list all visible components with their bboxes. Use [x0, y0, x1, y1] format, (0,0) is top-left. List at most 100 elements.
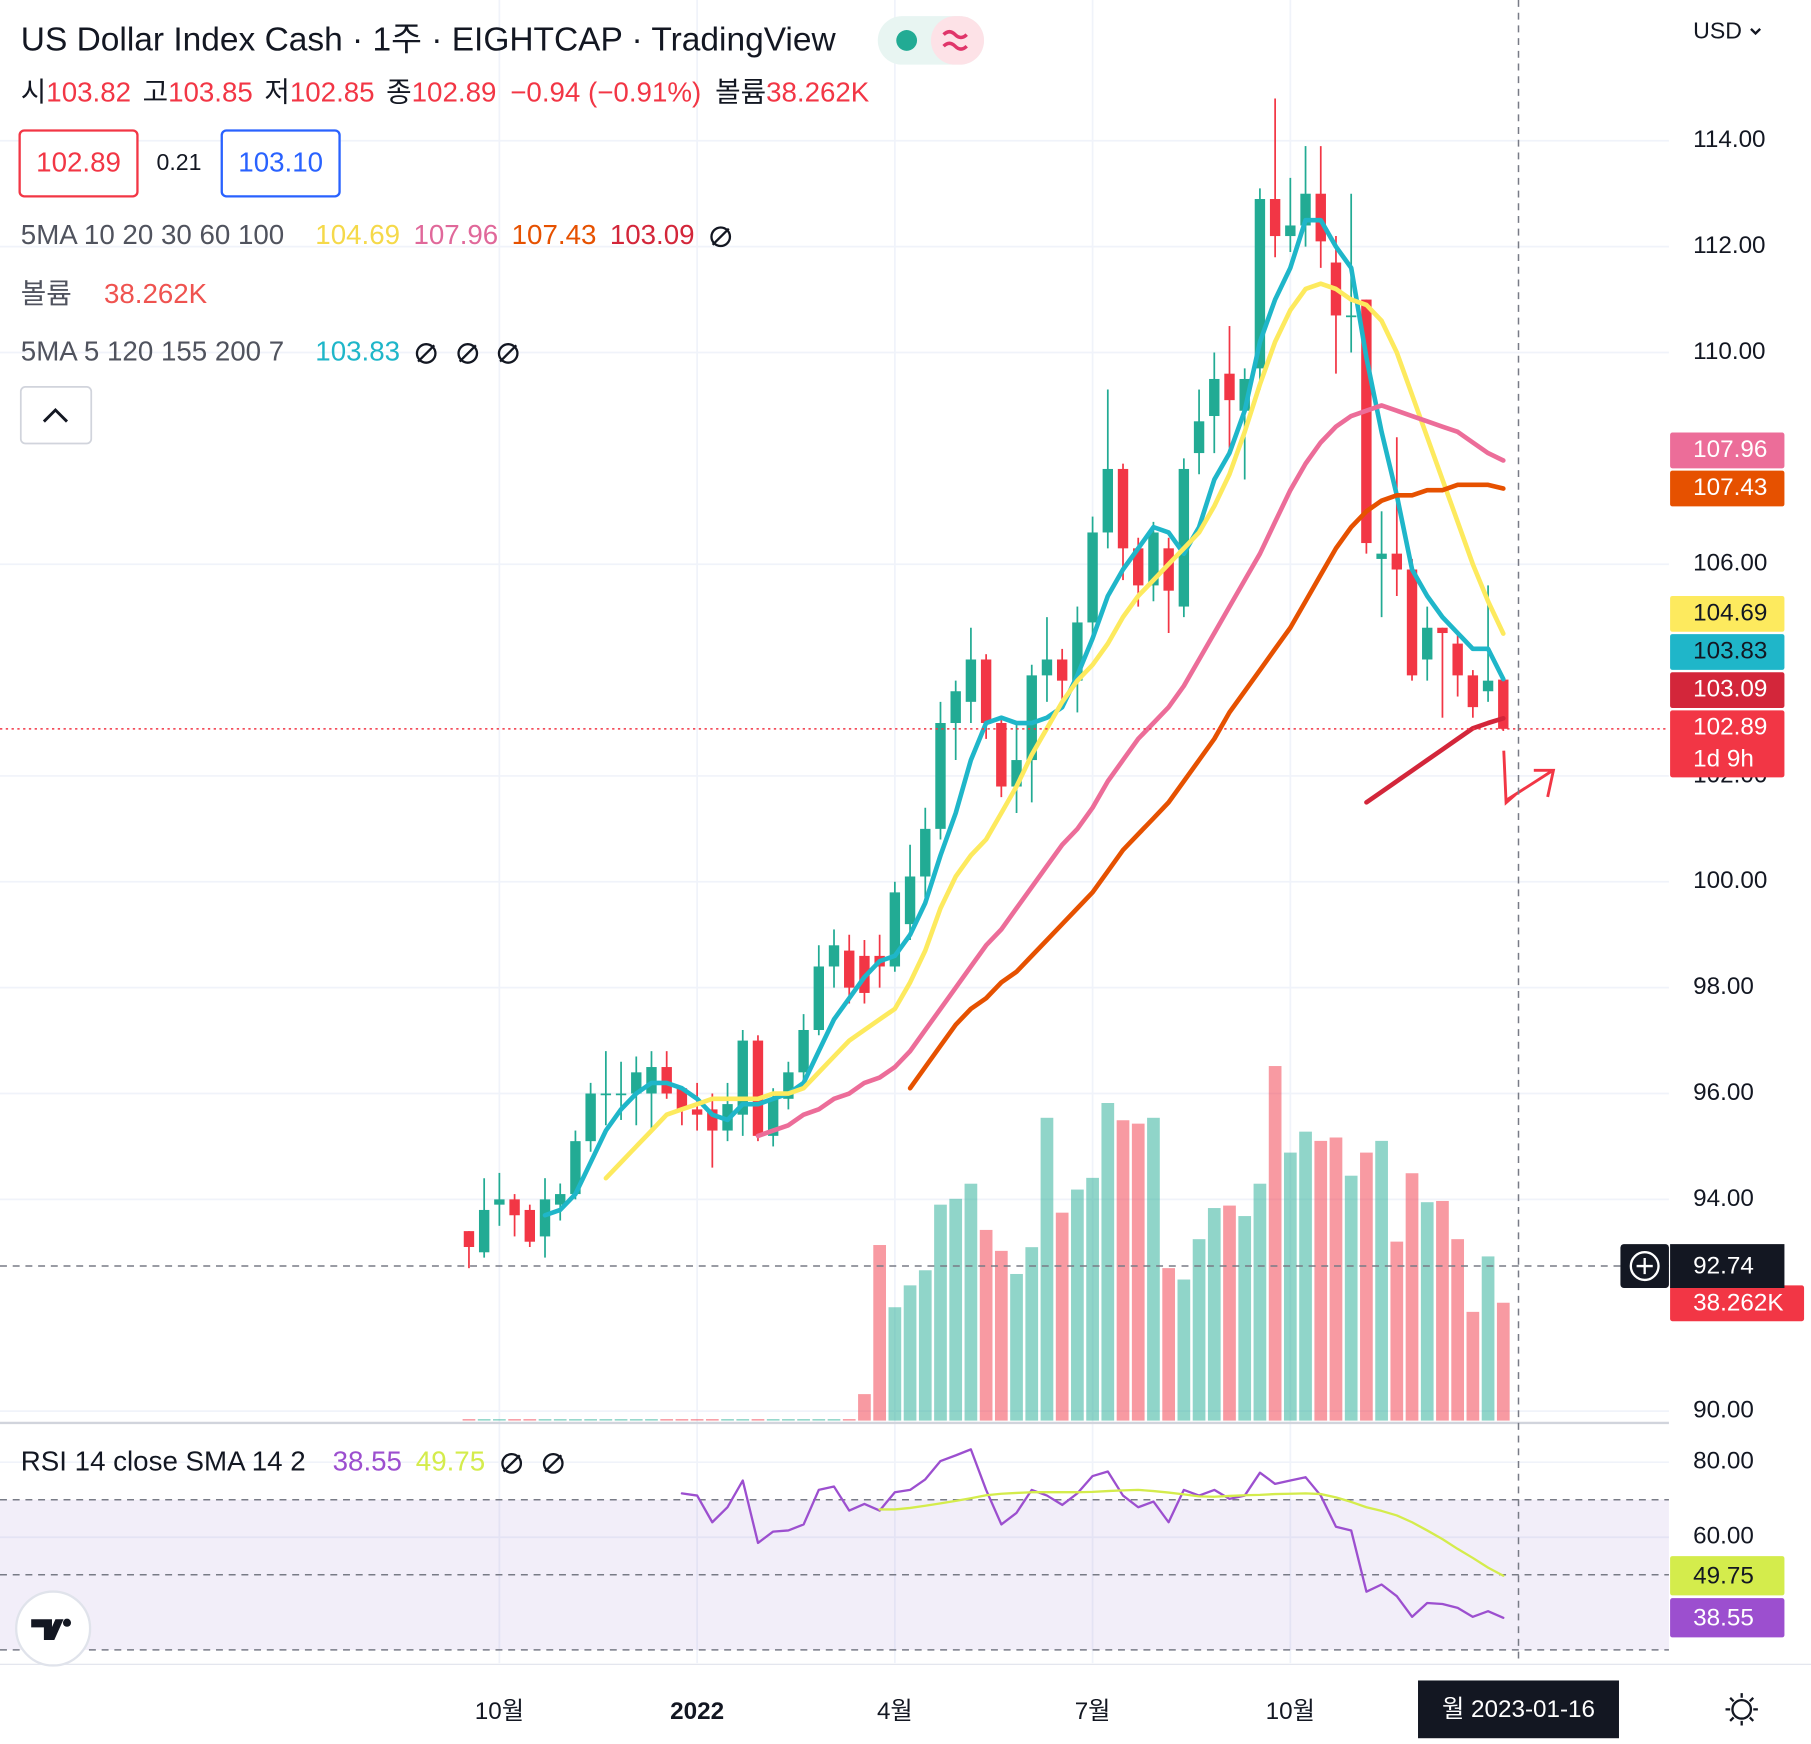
volume-bar — [462, 1419, 476, 1421]
volume-bar — [1131, 1123, 1145, 1421]
x-tick-label: 10월 — [1266, 1698, 1315, 1725]
price-badge — [1670, 470, 1785, 507]
volume-bar — [538, 1419, 552, 1421]
hidden-icon-slash — [502, 1454, 521, 1473]
candle-body — [463, 1231, 475, 1248]
candle-body — [707, 1109, 718, 1131]
indicator-value: 104.69 — [315, 219, 400, 250]
currency[interactable]: USD — [1693, 17, 1742, 43]
bid: 102.89 — [36, 146, 121, 177]
candle-body — [828, 945, 840, 967]
volume-bar — [1147, 1117, 1160, 1421]
candle-body — [1133, 548, 1144, 586]
hidden-icon[interactable] — [415, 343, 437, 364]
candle-body — [737, 1040, 748, 1115]
volume-bar — [721, 1419, 734, 1421]
indicator-value: 103.83 — [315, 336, 400, 367]
candle-body — [935, 723, 946, 829]
quote-boxes: 102.89 0.21 103.10 — [18, 129, 341, 198]
volume-bar — [1481, 1256, 1495, 1421]
candle-body — [813, 966, 824, 1030]
collapse-box[interactable] — [19, 386, 93, 445]
hidden-icons — [415, 226, 732, 1474]
price-badge-label: 103.83 — [1693, 637, 1767, 664]
volume-bar — [1314, 1140, 1328, 1421]
candle-body — [1102, 468, 1114, 533]
candle-body — [752, 1040, 764, 1136]
candle-body — [1148, 532, 1159, 586]
ohlc-label: 저 — [264, 77, 290, 108]
volume-bar — [1360, 1152, 1373, 1421]
rsi-tick-label: 60.00 — [1693, 1523, 1754, 1550]
candle-body — [1193, 421, 1205, 454]
ask-box[interactable] — [220, 129, 341, 198]
candle-body — [904, 876, 916, 925]
volume-bar — [493, 1419, 506, 1421]
drawn-arrow — [1502, 750, 1556, 806]
volume-bar — [1466, 1311, 1480, 1421]
indicator-value: 103.09 — [610, 219, 695, 250]
rsi-badge — [1670, 1598, 1785, 1638]
rsi-legend: RSI 14 close SMA 14 2 — [21, 1446, 306, 1477]
price-badge-label: 102.89 — [1693, 714, 1767, 741]
volume-bar — [1496, 1302, 1510, 1421]
volume-bar — [690, 1419, 704, 1421]
bid-box[interactable] — [18, 129, 139, 198]
y-tick-label: 112.00 — [1693, 232, 1765, 259]
volume-bar — [569, 1419, 582, 1421]
candle-body — [1498, 679, 1509, 729]
marks — [462, 98, 1510, 1619]
candle-body — [844, 950, 855, 988]
volume-bar — [782, 1419, 795, 1421]
volume-badge — [1670, 1285, 1805, 1322]
rsi-tick-label: 80.00 — [1693, 1448, 1754, 1475]
delay-icon — [942, 30, 968, 51]
volume-bar — [858, 1394, 871, 1421]
y-tick-label: 106.00 — [1693, 550, 1767, 577]
hidden-icon[interactable] — [457, 343, 479, 364]
candle-body — [1011, 760, 1022, 787]
hidden-icon[interactable] — [710, 226, 732, 248]
volume-bar — [873, 1245, 886, 1421]
settings-icon[interactable] — [1725, 1693, 1758, 1726]
logo[interactable] — [15, 1590, 92, 1667]
rsi-line — [680, 1448, 1505, 1619]
volume-bar — [812, 1419, 826, 1421]
volume-bar — [553, 1419, 567, 1421]
price-badge — [1670, 432, 1785, 469]
volume-bar — [994, 1250, 1008, 1421]
rsi-line — [878, 1488, 1505, 1577]
candle-body — [980, 659, 992, 724]
collapse-button[interactable] — [19, 386, 93, 445]
volume-bar — [751, 1419, 765, 1421]
volume-bar — [827, 1419, 841, 1421]
volume-bar — [1010, 1273, 1023, 1421]
ohlc-value: 102.89 — [412, 77, 497, 108]
y-tick-label: 114.00 — [1693, 126, 1765, 153]
crosshair-price-badge — [1670, 1244, 1785, 1289]
volume-bar — [964, 1183, 978, 1421]
hidden-icon[interactable] — [542, 1452, 564, 1474]
crosshair-plus-sign — [1636, 1257, 1653, 1275]
indicator-name: 5MA 10 20 30 60 100 — [21, 219, 284, 250]
volume-bar — [1071, 1189, 1084, 1421]
price-badge-label: 103.09 — [1693, 676, 1767, 703]
candle-body — [570, 1141, 581, 1195]
volume-label: 볼륨 — [715, 77, 766, 108]
hidden-icon[interactable] — [497, 343, 519, 364]
volume-bar — [1040, 1117, 1054, 1421]
y-tick-label: 110.00 — [1693, 338, 1765, 365]
volume-bar — [660, 1419, 674, 1421]
candle-body — [1391, 553, 1403, 570]
volume-bar — [1451, 1239, 1465, 1421]
ma-line — [542, 217, 1506, 1218]
hidden-icon[interactable] — [501, 1452, 523, 1474]
volume-bar — [508, 1419, 521, 1421]
volume-bar — [1390, 1241, 1404, 1421]
spread: 0.21 — [157, 149, 202, 175]
price-badge-label: 107.96 — [1693, 436, 1767, 463]
volume-bar — [599, 1419, 613, 1421]
volume-bar — [949, 1198, 963, 1421]
candle-body — [1026, 675, 1037, 761]
